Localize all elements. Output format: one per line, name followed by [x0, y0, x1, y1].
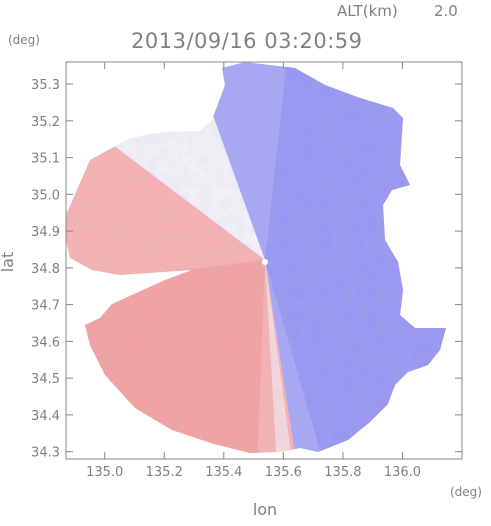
- x-tick-label: 135.4: [205, 465, 242, 480]
- y-tick-label: 34.8: [31, 262, 60, 277]
- radar-site-marker: [262, 259, 268, 265]
- y-axis-title: lat: [0, 252, 17, 273]
- x-unit-label: (deg): [450, 485, 482, 499]
- y-unit-label: (deg): [8, 33, 40, 47]
- x-axis: 135.0 135.2 135.4 135.6 135.8 136.0: [86, 62, 421, 480]
- y-tick-label: 34.3: [31, 446, 60, 461]
- y-tick-label: 35.3: [31, 78, 60, 93]
- x-axis-title: lon: [253, 500, 277, 519]
- y-tick-label: 35.1: [31, 152, 60, 167]
- y-tick-label: 34.9: [31, 225, 60, 240]
- altitude-value: 2.0: [434, 2, 458, 20]
- altitude-label: ALT(km): [337, 2, 398, 20]
- speckle-texture: [66, 62, 446, 453]
- plot-frame: [65, 61, 463, 460]
- chart-title: 2013/09/16 03:20:59: [131, 29, 363, 53]
- y-tick-label: 34.4: [31, 409, 60, 424]
- x-tick-label: 136.0: [384, 465, 421, 480]
- y-tick-label: 35.0: [31, 188, 60, 203]
- y-tick-label: 34.6: [31, 335, 60, 350]
- x-tick-label: 135.6: [265, 465, 302, 480]
- y-tick-label: 35.2: [31, 115, 60, 130]
- x-tick-label: 135.2: [146, 465, 183, 480]
- x-tick-label: 135.0: [86, 465, 123, 480]
- x-tick-label: 135.8: [324, 465, 361, 480]
- y-axis: 34.3 34.4 34.5 34.6 34.7 34.8 34.9 35.0 35.1 35.2…: [31, 78, 462, 461]
- y-tick-label: 34.5: [31, 372, 60, 387]
- y-tick-label: 34.7: [31, 299, 60, 314]
